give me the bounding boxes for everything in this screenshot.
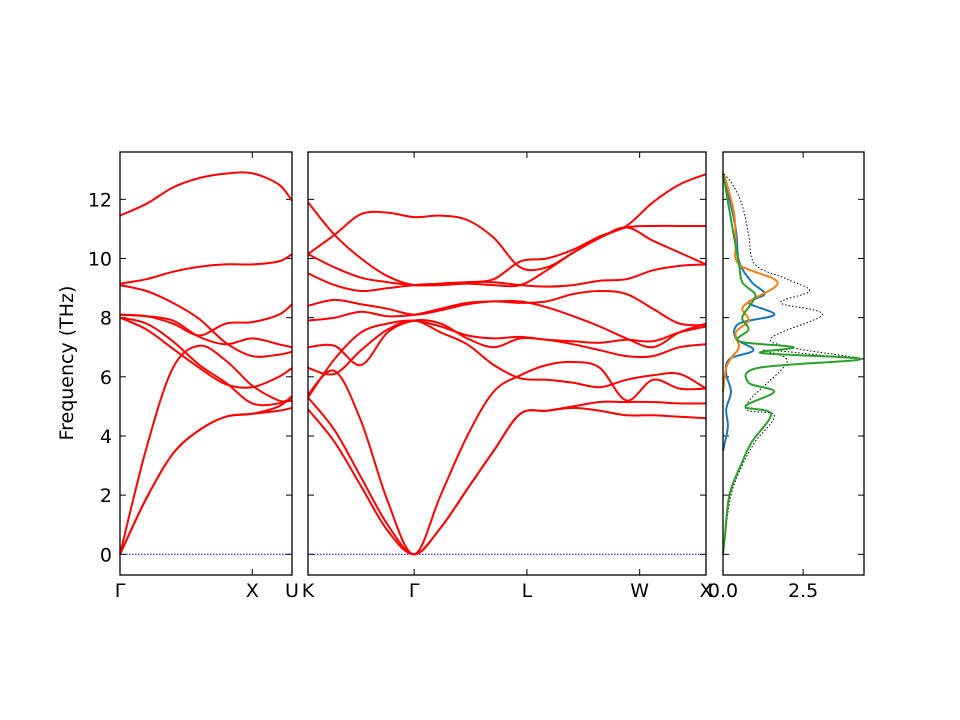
x-tick-label: 2.5 — [788, 580, 818, 602]
phonon-band — [119, 395, 293, 555]
phonon-band — [119, 316, 293, 407]
panel-dos: 0.0 2.5 — [708, 151, 865, 602]
x-tick-label: K — [302, 580, 315, 602]
phonon-band — [307, 226, 707, 288]
y-tick-label: 8 — [100, 308, 112, 330]
x-tick-label: X — [699, 580, 712, 602]
y-tick-label: 4 — [100, 426, 112, 448]
panel-bands-left: 0 2 4 6 8 10 12 Γ X U — [88, 151, 299, 602]
axes-frame — [307, 151, 707, 576]
phonon-band — [307, 263, 707, 293]
x-tick-label: U — [285, 580, 299, 602]
phonon-band — [119, 284, 293, 358]
phonon-band — [119, 253, 293, 285]
x-tick-label: 0.0 — [708, 580, 738, 602]
phonon-band — [119, 344, 293, 555]
phonon-band — [307, 319, 707, 367]
x-tick-label: W — [630, 580, 649, 602]
partial-dos-curve — [722, 173, 779, 392]
x-tick-label: Γ — [409, 580, 420, 602]
phonon-band — [307, 299, 707, 349]
partial-dos-curve — [722, 184, 776, 452]
phonon-band — [307, 360, 707, 556]
x-tick-label: X — [246, 580, 259, 602]
y-tick-label: 12 — [88, 189, 112, 211]
y-axis-label: Frequency (THz) — [56, 286, 78, 441]
y-tick-label: 0 — [100, 544, 112, 566]
phonon-band — [307, 173, 707, 287]
total-dos-curve — [722, 172, 865, 555]
x-tick-label: L — [522, 580, 533, 602]
axes-frame — [119, 151, 293, 576]
phonon-band — [307, 319, 707, 399]
phonon-band — [307, 289, 707, 327]
axes-frame — [722, 151, 865, 576]
phonon-band — [307, 396, 707, 556]
y-tick-label: 6 — [100, 367, 112, 389]
y-tick-label: 2 — [100, 485, 112, 507]
partial-dos-curve — [722, 172, 862, 555]
x-tick-label: Γ — [115, 580, 126, 602]
phonon-band — [307, 210, 706, 272]
phonon-band — [119, 171, 293, 217]
y-tick-label: 10 — [88, 248, 112, 270]
phonon-band — [307, 319, 707, 390]
phonon-band — [119, 316, 293, 389]
